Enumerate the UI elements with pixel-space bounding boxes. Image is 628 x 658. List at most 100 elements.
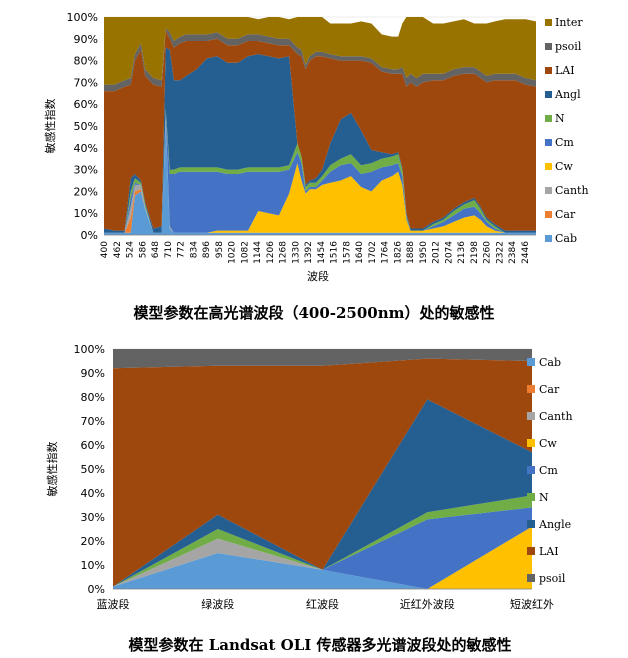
legend-label: Cab [539,356,561,369]
legend-swatch [545,19,552,26]
legend-label: Cm [539,464,558,477]
area-cm [104,112,536,233]
x-tick-label: 2136 [457,241,467,264]
chart1-caption: 模型参数在高光谱波段（400-2500nm）处的敏感性 [133,304,494,322]
area-cw [113,526,532,589]
x-tick-label: 400 [100,241,110,258]
legend-item-n: N [527,491,549,504]
area-psoil [104,27,536,92]
area-cab [104,121,536,235]
chart1-legend: Inter psoil LAI Angl N Cm Cw Canth Car Cab [545,16,589,245]
y-tick-label: 0% [81,229,98,242]
x-tick-label: 2074 [444,241,454,264]
area-lai [104,30,536,231]
legend-item-inter: Inter [545,16,583,29]
legend-swatch [527,520,535,528]
area-psoil [113,349,532,369]
chart2-caption: 模型参数在 Landsat OLI 传感器多光谱波段处的敏感性 [128,636,511,654]
legend-item-cw: Cw [545,160,573,173]
chart1-stacked-areas [104,17,536,236]
x-tick-label: 1392 [304,241,314,264]
x-tick-label: 2012 [432,241,442,264]
y-tick-label: 70% [81,415,105,428]
x-tick-label: 2198 [470,241,480,264]
y-tick-label: 80% [74,55,98,68]
legend-label: LAI [539,545,559,558]
x-tick-label: 586 [138,241,148,258]
x-tick-label: 1578 [342,241,352,264]
legend-swatch [545,43,552,50]
area-inter [104,17,536,85]
legend-swatch [545,115,552,122]
chart2-legend: Cab Car Canth Cw Cm N Angle LAI psoil [527,356,573,585]
legend-label: psoil [555,40,582,53]
legend-label: psoil [539,572,566,585]
legend-swatch [527,466,535,474]
x-tick-label: 896 [202,241,212,258]
legend-swatch [527,358,535,366]
x-tick-label: 2384 [508,241,518,264]
y-tick-label: 60% [74,98,98,111]
y-tick-label: 50% [81,463,105,476]
legend-swatch [545,235,552,242]
x-category-label: 绿波段 [201,597,234,611]
legend-label: N [539,491,549,504]
x-tick-label: 1516 [330,241,340,264]
x-tick-label: 2322 [495,241,505,264]
x-tick-label: 1268 [279,241,289,264]
chart2-y-axis-title: 敏感性指数 [45,442,59,497]
area-cm [113,507,532,589]
y-tick-label: 70% [74,76,98,89]
chart1-x-axis-title: 波段 [307,269,329,283]
legend-item-cw: Cw [527,437,557,450]
legend-swatch [527,412,535,420]
x-category-label: 红波段 [306,597,339,611]
x-tick-label: 1020 [228,241,238,264]
x-tick-label: 772 [177,241,187,258]
hyperspectral-sensitivity-chart: 0% 10% 20% 30% 40% 50% 60% 70% 80% 90% 100% 400 462… [43,11,589,322]
legend-item-lai: LAI [545,64,575,77]
y-tick-label: 40% [74,142,98,155]
y-tick-label: 10% [74,207,98,220]
y-tick-label: 60% [81,439,105,452]
x-tick-label: 1082 [240,241,250,264]
area-canth [113,538,532,589]
chart2-stacked-areas [113,349,532,590]
legend-swatch [527,547,535,555]
landsat-oli-sensitivity-chart: 0% 10% 20% 30% 40% 50% 60% 70% 80% 90% 100% 蓝波段 绿波段… [45,343,573,654]
legend-item-car: Car [527,383,560,396]
area-cab [113,553,532,589]
x-tick-label: 524 [126,241,136,258]
legend-label: Canth [539,410,573,423]
x-tick-label: 2446 [521,241,531,264]
x-tick-label: 1206 [266,241,276,264]
y-tick-label: 10% [81,559,105,572]
x-tick-label: 834 [189,241,199,258]
area-cw [104,117,536,233]
x-tick-label: 1702 [368,241,378,264]
chart2-x-tick-labels: 蓝波段 绿波段 红波段 近红外波段 短波红外 [97,597,555,611]
x-tick-label: 1454 [317,241,327,264]
x-tick-label: 1764 [381,241,391,264]
legend-label: Angle [538,518,571,531]
legend-item-canth: Canth [545,184,589,197]
area-lai [113,358,532,587]
y-tick-label: 20% [74,185,98,198]
legend-swatch [545,67,552,74]
x-category-label: 蓝波段 [97,597,130,611]
x-tick-label: 1144 [253,241,263,264]
legend-item-angle: Angle [527,518,571,531]
legend-swatch [527,493,535,501]
chart1-y-axis-title: 敏感性指数 [43,99,57,154]
chart1-x-tick-labels: 400 462 524 586 648 710 772 834 896 958 1020 1082 11… [100,241,531,264]
legend-label: Cab [555,232,577,245]
legend-item-cab: Cab [527,356,561,369]
x-tick-label: 462 [113,241,123,258]
y-tick-label: 90% [81,367,105,380]
legend-label: Inter [555,16,583,29]
legend-swatch [527,439,535,447]
x-tick-label: 1950 [419,241,429,264]
legend-item-lai: LAI [527,545,559,558]
y-tick-label: 80% [81,391,105,404]
x-category-label: 短波红外 [510,597,554,611]
